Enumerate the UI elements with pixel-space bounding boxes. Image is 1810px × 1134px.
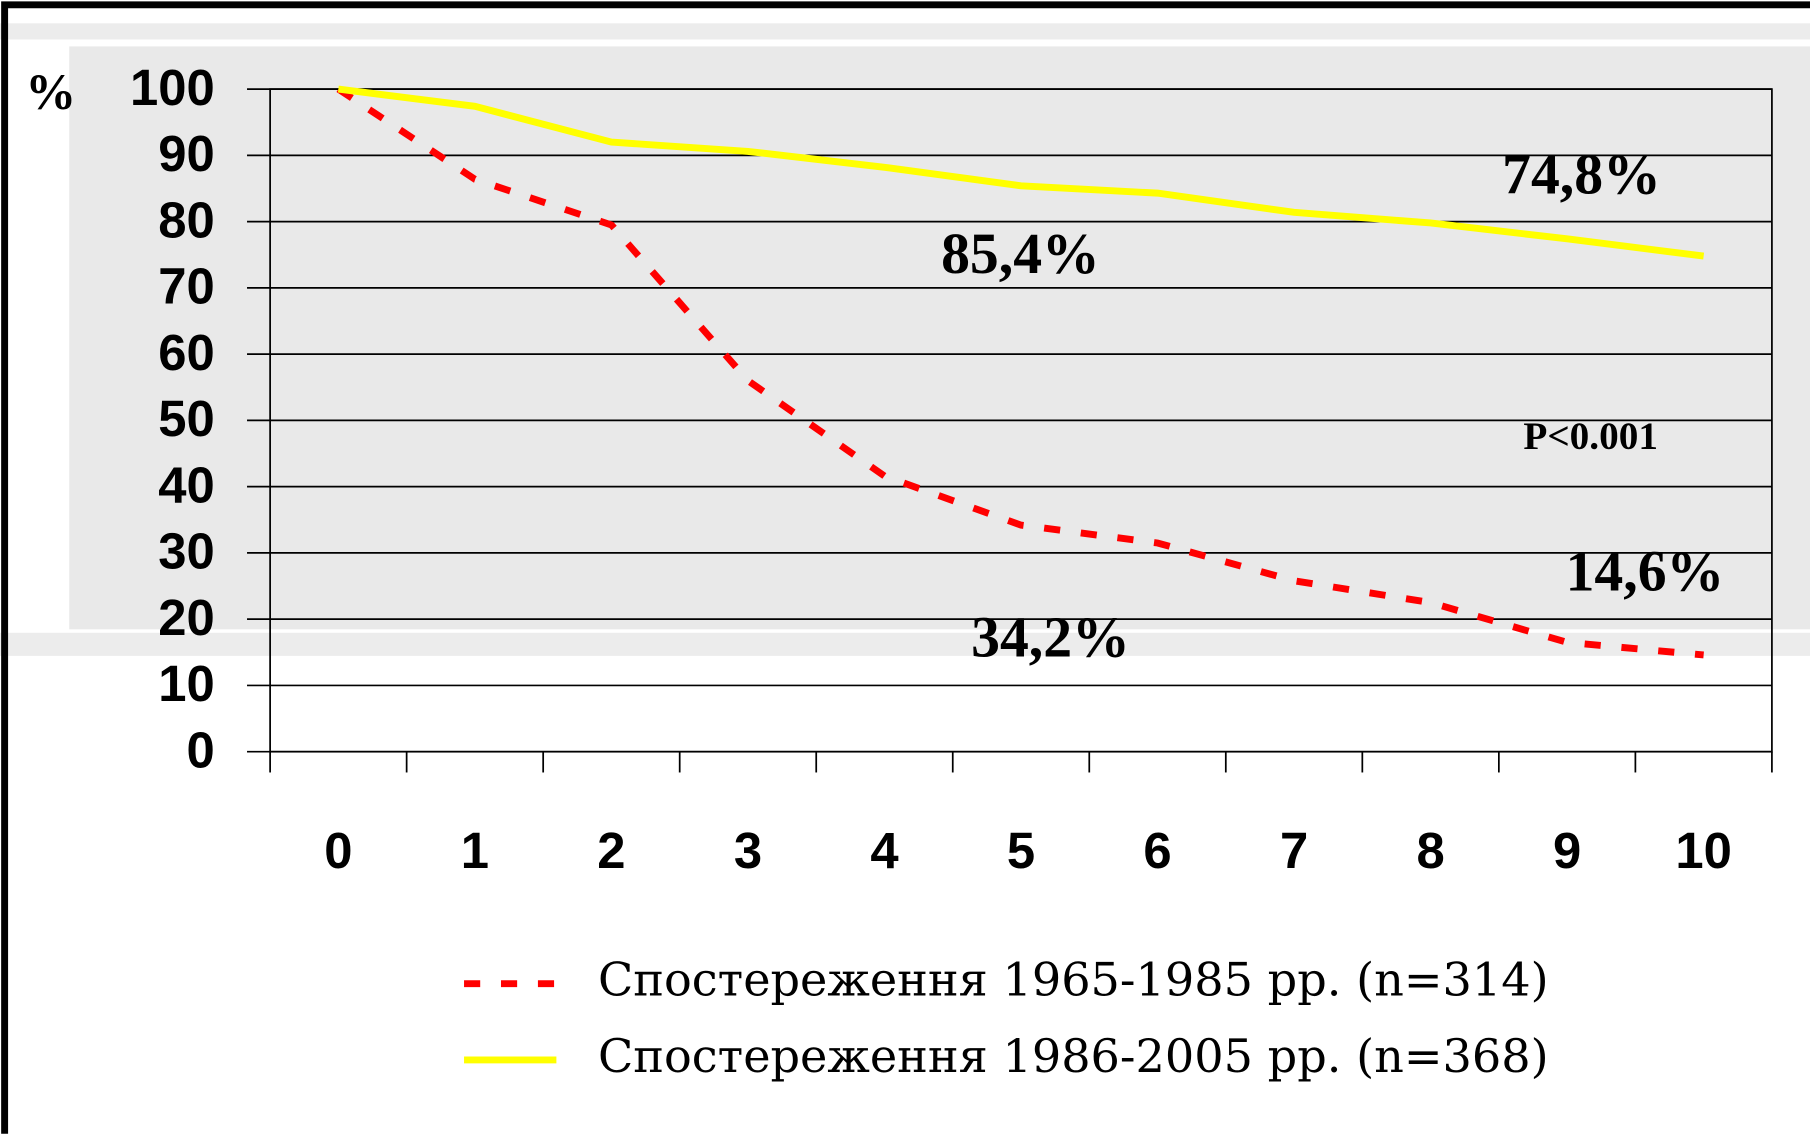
texture-band (0, 23, 1810, 40)
annotation: 34,2% (971, 606, 1130, 669)
series-line (337, 85, 1705, 260)
y-tick-label: 70 (158, 258, 214, 315)
y-tick-label: 80 (158, 191, 214, 248)
annotation: 14,6% (1566, 541, 1725, 604)
annotation: 74,8% (1502, 144, 1661, 207)
annotation: 85,4% (941, 223, 1100, 286)
texture-panel (69, 46, 1810, 630)
x-tick-label: 3 (734, 822, 762, 879)
series-line (336, 86, 1704, 659)
x-tick-label: 4 (870, 822, 898, 879)
x-tick-label: 10 (1675, 822, 1731, 879)
y-tick-label: 0 (186, 721, 214, 778)
y-tick-label: 100 (130, 59, 215, 116)
y-tick-label: 90 (158, 125, 214, 182)
legend-label: Спостереження 1965-1985 рр. (n=314) (598, 953, 1549, 1007)
x-tick-label: 1 (461, 822, 489, 879)
y-tick-label: 50 (158, 390, 214, 447)
annotation: P<0.001 (1523, 415, 1658, 458)
y-tick-label: 20 (158, 589, 214, 646)
x-tick-label: 6 (1143, 822, 1171, 879)
y-tick-label: 40 (158, 456, 214, 513)
x-tick-label: 0 (324, 822, 352, 879)
texture-band (0, 632, 1810, 656)
x-tick-label: 2 (597, 822, 625, 879)
x-tick-label: 8 (1416, 822, 1444, 879)
y-axis-label: % (25, 64, 76, 120)
x-tick-label: 9 (1553, 822, 1581, 879)
x-tick-label: 5 (1007, 822, 1035, 879)
y-tick-label: 60 (158, 324, 214, 381)
y-tick-label: 10 (158, 655, 214, 712)
y-tick-label: 30 (158, 523, 214, 580)
legend-label: Спостереження 1986-2005 рр. (n=368) (598, 1029, 1549, 1083)
x-tick-label: 7 (1280, 822, 1308, 879)
